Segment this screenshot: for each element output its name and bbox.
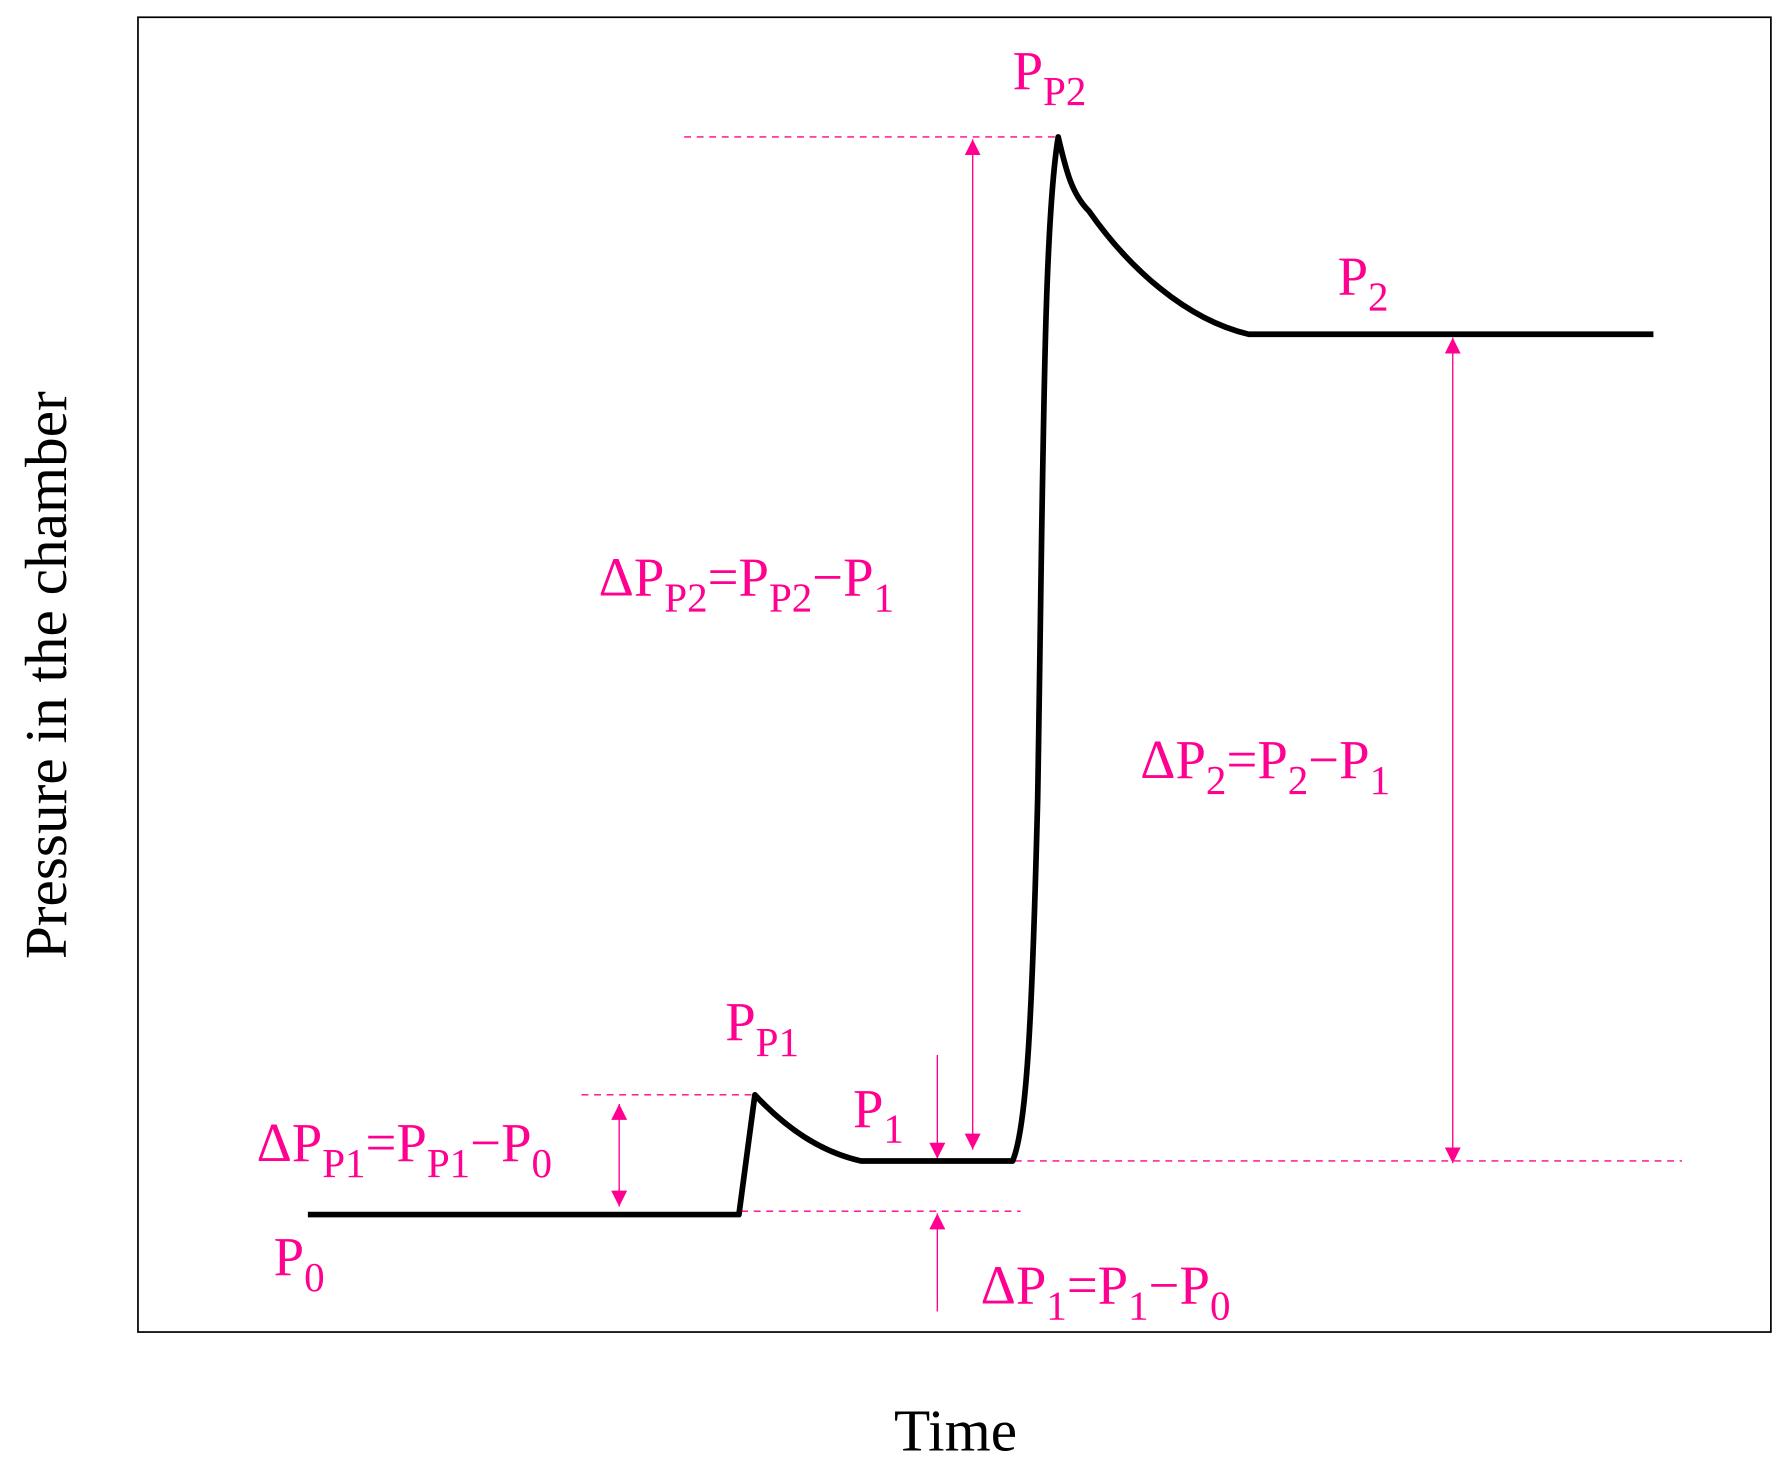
x-axis-label: Time <box>894 1398 1017 1464</box>
annotation-text: P <box>853 1078 883 1139</box>
subscript: 0 <box>532 1140 553 1186</box>
subscript: P2 <box>1043 68 1086 114</box>
annotation-text: −P <box>812 546 873 607</box>
annotation: ΔP1=P1−P0 <box>981 1255 1231 1329</box>
annotation: P0 <box>274 1226 325 1300</box>
annotation-text: =P <box>366 1112 427 1173</box>
annotation-text: P <box>725 991 755 1052</box>
annotation-text: −P <box>1149 1255 1210 1316</box>
annotation: PP1 <box>725 991 799 1065</box>
annotation-text: ΔP <box>1140 729 1206 790</box>
annotation: ΔPP2=PP2−P1 <box>599 546 894 620</box>
subscript: 2 <box>1288 757 1309 803</box>
subscript: 2 <box>1368 273 1389 319</box>
frame <box>137 16 1772 1333</box>
reference-lines <box>581 136 1682 1212</box>
subscript: P2 <box>664 574 707 620</box>
subscript: 1 <box>1046 1282 1067 1328</box>
annotation-text: ΔP <box>599 546 665 607</box>
dimension-arrows <box>611 139 1461 1312</box>
pressure-curve <box>307 134 1654 1218</box>
subscript: 1 <box>883 1106 904 1152</box>
annotation: PP2 <box>1013 40 1087 114</box>
annotation-text: =P <box>708 546 769 607</box>
annotation-text: −P <box>470 1112 531 1173</box>
subscript: 2 <box>1206 757 1227 803</box>
subscript: 0 <box>1210 1282 1231 1328</box>
annotation-text: −P <box>1308 729 1369 790</box>
annotation-text: P <box>1013 40 1043 101</box>
annotation: ΔPP1=PP1−P0 <box>257 1112 552 1186</box>
subscript: P1 <box>322 1140 365 1186</box>
annotation-text: P <box>1338 245 1368 306</box>
annotation-text: ΔP <box>981 1255 1047 1316</box>
annotation-text: ΔP <box>257 1112 323 1173</box>
annotation-text: P <box>274 1226 304 1287</box>
subscript: 1 <box>1128 1282 1149 1328</box>
subscript: 1 <box>874 574 895 620</box>
subscript: P1 <box>427 1140 470 1186</box>
annotation-text: =P <box>1067 1255 1128 1316</box>
subscript: P2 <box>769 574 812 620</box>
subscript: 0 <box>304 1254 325 1300</box>
annotation: ΔP2=P2−P1 <box>1140 729 1390 803</box>
annotation-text: =P <box>1226 729 1287 790</box>
y-axis-label: Pressure in the chamber <box>13 391 79 959</box>
subscript: P1 <box>756 1019 799 1065</box>
annotation: P2 <box>1338 245 1389 319</box>
annotation: P1 <box>853 1078 904 1152</box>
subscript: 1 <box>1370 757 1391 803</box>
